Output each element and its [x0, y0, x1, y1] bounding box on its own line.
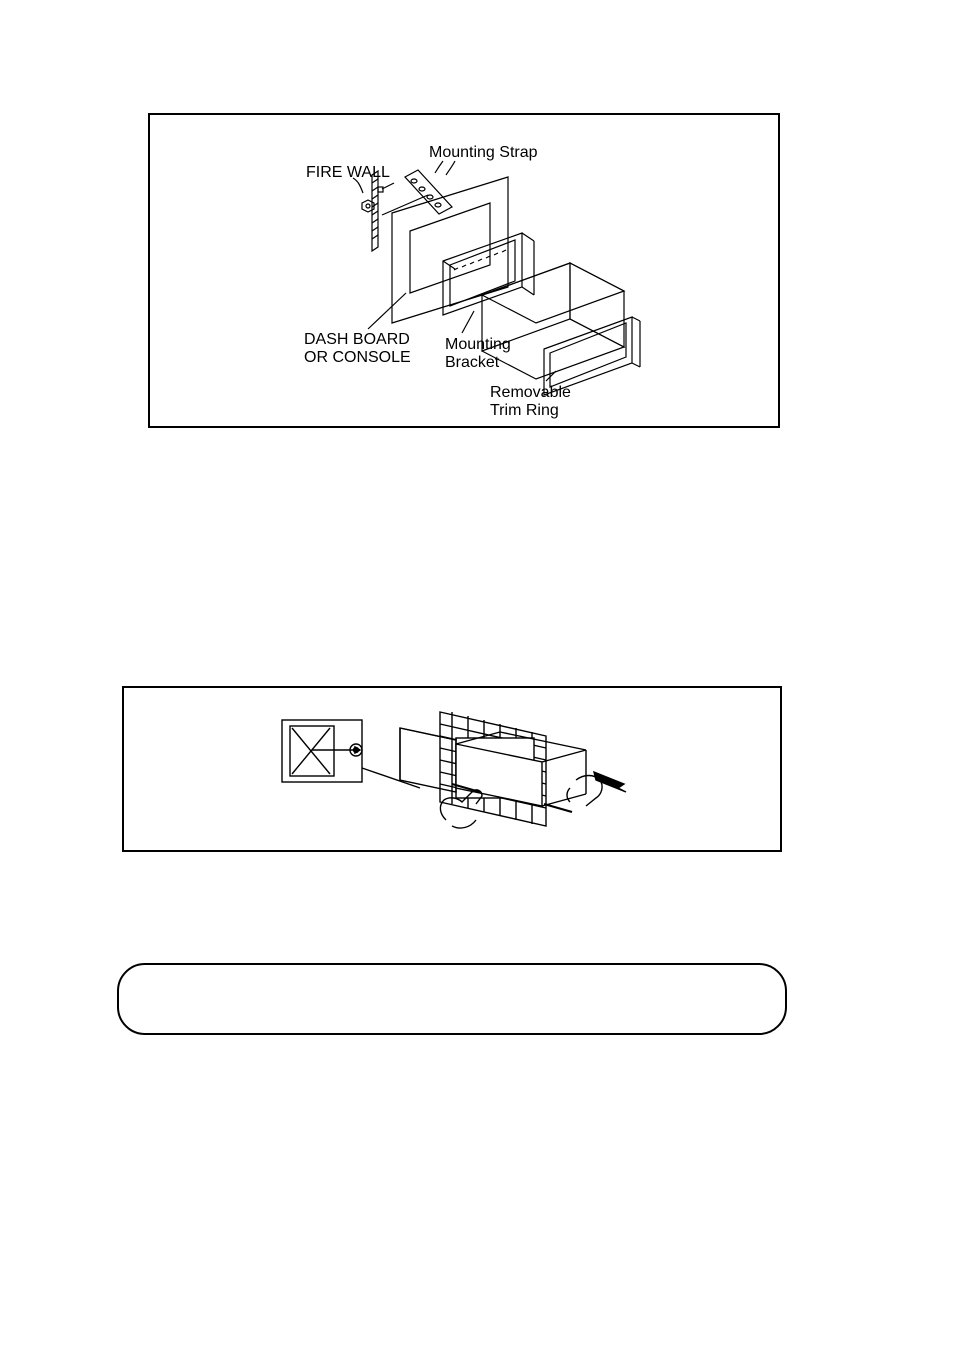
- rear-nut-inset-icon: [282, 720, 362, 782]
- trim-ring-icon: [544, 317, 640, 395]
- figure-2-box: [122, 686, 782, 852]
- figure-2-diagram: [124, 688, 784, 854]
- arrow-right-icon: [594, 772, 626, 792]
- mounting-bracket-icon: [443, 233, 534, 333]
- page: Mounting Strap FIRE WALL DASH BOARD OR C…: [0, 0, 954, 1348]
- pull-out-icon: [400, 712, 626, 828]
- head-unit-icon: [482, 263, 624, 379]
- figure-1-box: Mounting Strap FIRE WALL DASH BOARD OR C…: [148, 113, 780, 428]
- callout-box: [117, 963, 787, 1035]
- dashboard-panel-icon: [368, 177, 508, 329]
- figure-1-diagram: [150, 115, 782, 430]
